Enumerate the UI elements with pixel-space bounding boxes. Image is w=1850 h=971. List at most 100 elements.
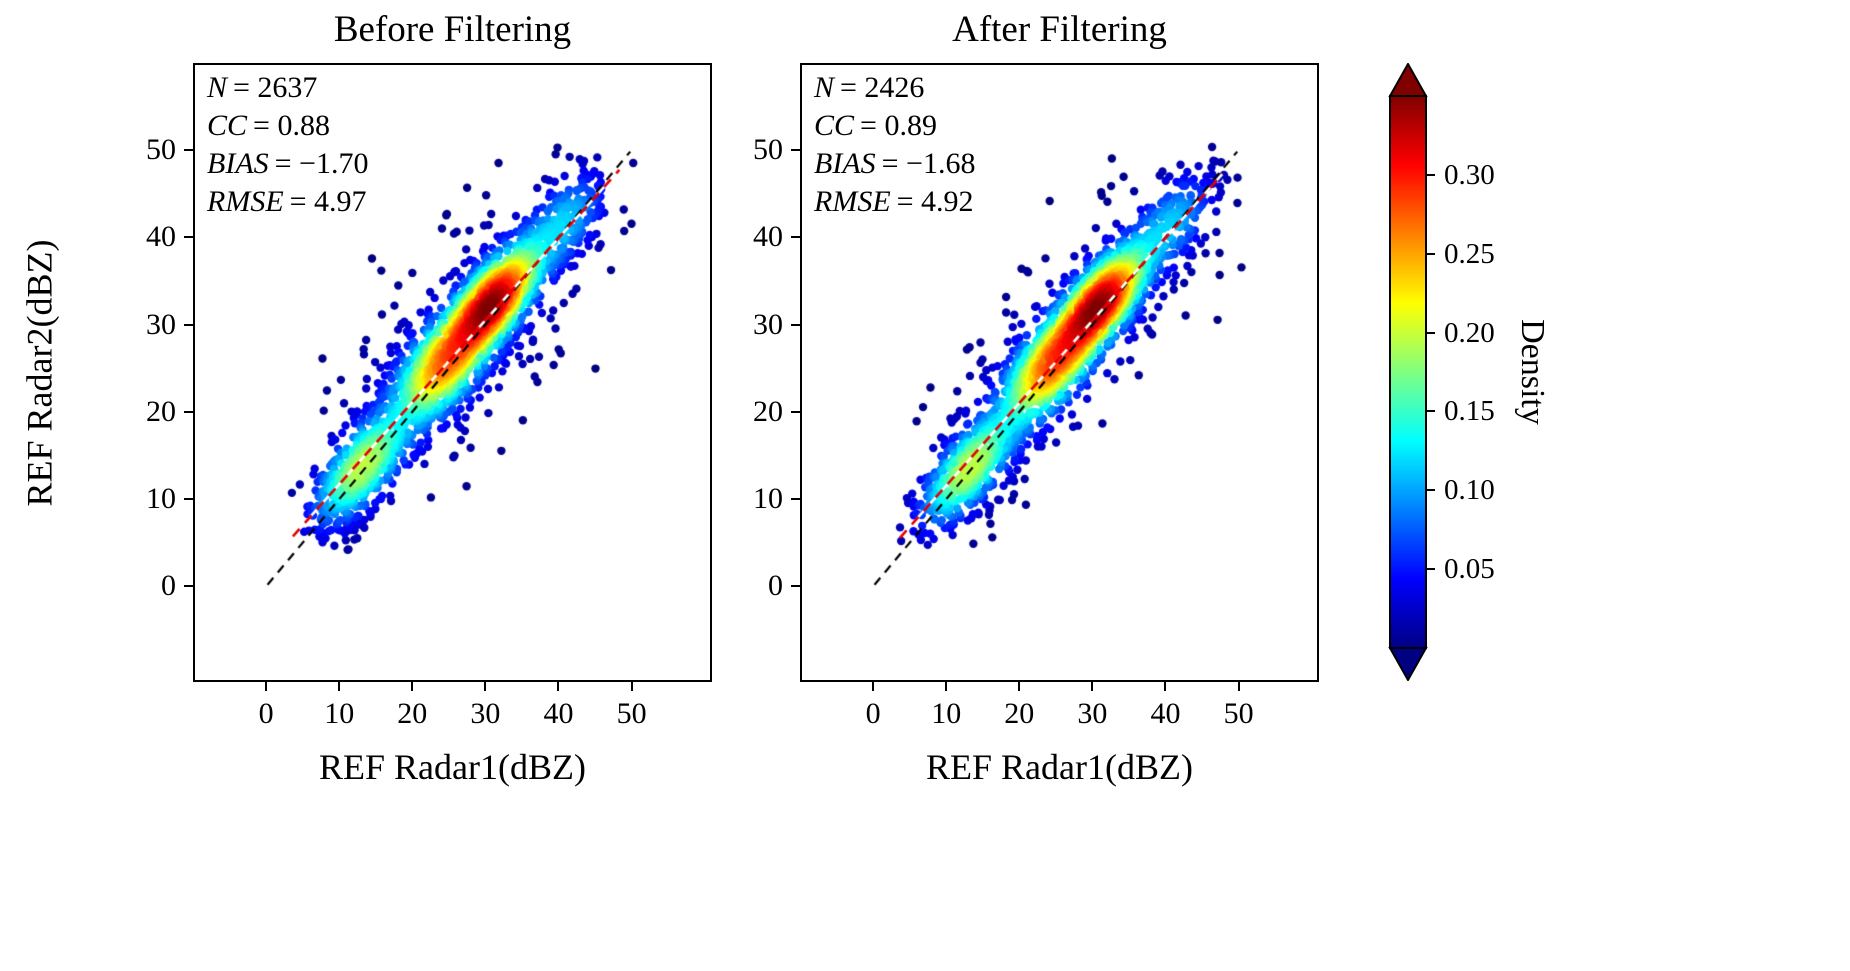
x-tick-mark (265, 682, 268, 691)
stats-annotation: N = 2637 CC = 0.88 BIAS = −1.70 RMSE = 4.97 (207, 69, 368, 221)
colorbar-gradient (1388, 61, 1428, 683)
colorbar-tick-mark (1426, 252, 1435, 255)
plot-area: N = 2637 CC = 0.88 BIAS = −1.70 RMSE = 4.97 (193, 63, 712, 682)
stat-name: N (814, 71, 835, 104)
x-tick-mark (1091, 682, 1094, 691)
colorbar-tick-mark (1426, 489, 1435, 492)
x-tick-label: 50 (1223, 697, 1254, 730)
y-tick-label: 30 (753, 307, 783, 341)
colorbar-tick-mark (1426, 568, 1435, 571)
y-axis-label-text: REF Radar2(dBZ) (19, 239, 59, 506)
x-axis-label: REF Radar1(dBZ) (926, 747, 1193, 787)
x-tick-mark (1237, 682, 1240, 691)
y-tick-mark (184, 149, 193, 152)
x-tick-mark (557, 682, 560, 691)
stat-line: CC = 0.89 (814, 107, 975, 145)
x-tick-mark (1018, 682, 1021, 691)
stat-value: = 0.88 (253, 109, 330, 142)
colorbar-tick-label: 0.15 (1444, 395, 1495, 428)
stat-name: N (207, 71, 228, 104)
x-tick-mark (1164, 682, 1167, 691)
stat-line: N = 2426 (814, 69, 975, 107)
stat-line: N = 2637 (207, 69, 368, 107)
y-tick-mark (184, 323, 193, 326)
x-tick-mark (338, 682, 341, 691)
stat-line: RMSE = 4.97 (207, 183, 368, 221)
plot-area: N = 2426 CC = 0.89 BIAS = −1.68 RMSE = 4.92 (800, 63, 1319, 682)
y-tick-label: 50 (146, 133, 176, 167)
stat-value: = 4.97 (289, 185, 367, 218)
colorbar-tick-label: 0.30 (1444, 158, 1495, 191)
colorbar-body (1389, 95, 1427, 649)
scatter-canvas (195, 65, 710, 680)
x-tick-label: 40 (1150, 697, 1181, 730)
stat-value: = 2637 (233, 71, 318, 104)
y-tick-label: 30 (146, 307, 176, 341)
y-tick-label: 20 (753, 394, 783, 428)
colorbar-tick-label: 0.10 (1444, 474, 1495, 507)
stat-value: = 0.89 (860, 109, 937, 142)
x-tick-mark (411, 682, 414, 691)
x-tick-label: 20 (397, 697, 428, 730)
panel-before-filtering: Before Filtering REF Radar2(dBZ) N = 2637… (0, 0, 760, 971)
y-tick-mark (791, 410, 800, 413)
y-tick-mark (791, 323, 800, 326)
x-tick-label: 30 (470, 697, 501, 730)
stat-name: RMSE (207, 185, 284, 218)
colorbar-tick-label: 0.25 (1444, 237, 1495, 270)
x-tick-label: 20 (1004, 697, 1035, 730)
stat-value: = −1.68 (881, 147, 976, 180)
x-tick-mark (630, 682, 633, 691)
x-tick-label: 40 (543, 697, 574, 730)
y-tick-mark (791, 236, 800, 239)
y-tick-label: 20 (146, 394, 176, 428)
colorbar-tick-mark (1426, 173, 1435, 176)
y-axis-label: REF Radar2(dBZ) (0, 63, 78, 682)
colorbar-tick-mark (1426, 331, 1435, 334)
colorbar-extend-max-arrow (1388, 61, 1428, 97)
stat-name: BIAS (207, 147, 269, 180)
scatter-canvas (802, 65, 1317, 680)
x-tick-label: 30 (1077, 697, 1108, 730)
y-tick-label: 40 (146, 220, 176, 254)
colorbar-tick-mark (1426, 410, 1435, 413)
y-tick-mark (791, 149, 800, 152)
stat-name: CC (814, 109, 855, 142)
y-tick-label: 40 (753, 220, 783, 254)
stat-line: CC = 0.88 (207, 107, 368, 145)
y-tick-mark (791, 585, 800, 588)
panel-title: Before Filtering (333, 9, 572, 50)
x-tick-label: 10 (931, 697, 962, 730)
panel-title: After Filtering (952, 9, 1167, 50)
y-tick-mark (184, 236, 193, 239)
y-tick-mark (791, 497, 800, 500)
colorbar (1388, 61, 1428, 683)
x-tick-label: 50 (616, 697, 647, 730)
x-axis-label: REF Radar1(dBZ) (319, 747, 586, 787)
x-tick-label: 0 (258, 697, 274, 730)
stat-line: RMSE = 4.92 (814, 183, 975, 221)
y-tick-label: 0 (768, 569, 783, 603)
stat-line: BIAS = −1.70 (207, 145, 368, 183)
y-tick-label: 10 (146, 481, 176, 515)
stat-name: BIAS (814, 147, 876, 180)
panel-after-filtering: After Filtering N = 2426 CC = 0.89 BIAS = −1.… (607, 0, 1367, 971)
x-tick-mark (872, 682, 875, 691)
y-tick-mark (184, 585, 193, 588)
y-tick-label: 50 (753, 133, 783, 167)
stat-line: BIAS = −1.68 (814, 145, 975, 183)
colorbar-tick-label: 0.05 (1444, 553, 1495, 586)
colorbar-tick-label: 0.20 (1444, 316, 1495, 349)
stat-name: CC (207, 109, 248, 142)
y-tick-label: 0 (161, 569, 176, 603)
y-tick-mark (184, 497, 193, 500)
x-tick-mark (484, 682, 487, 691)
y-tick-label: 10 (753, 481, 783, 515)
stat-value: = 2426 (840, 71, 925, 104)
colorbar-extend-min-arrow (1388, 647, 1428, 683)
y-tick-mark (184, 410, 193, 413)
x-tick-mark (945, 682, 948, 691)
x-tick-label: 0 (865, 697, 881, 730)
stats-annotation: N = 2426 CC = 0.89 BIAS = −1.68 RMSE = 4.92 (814, 69, 975, 221)
